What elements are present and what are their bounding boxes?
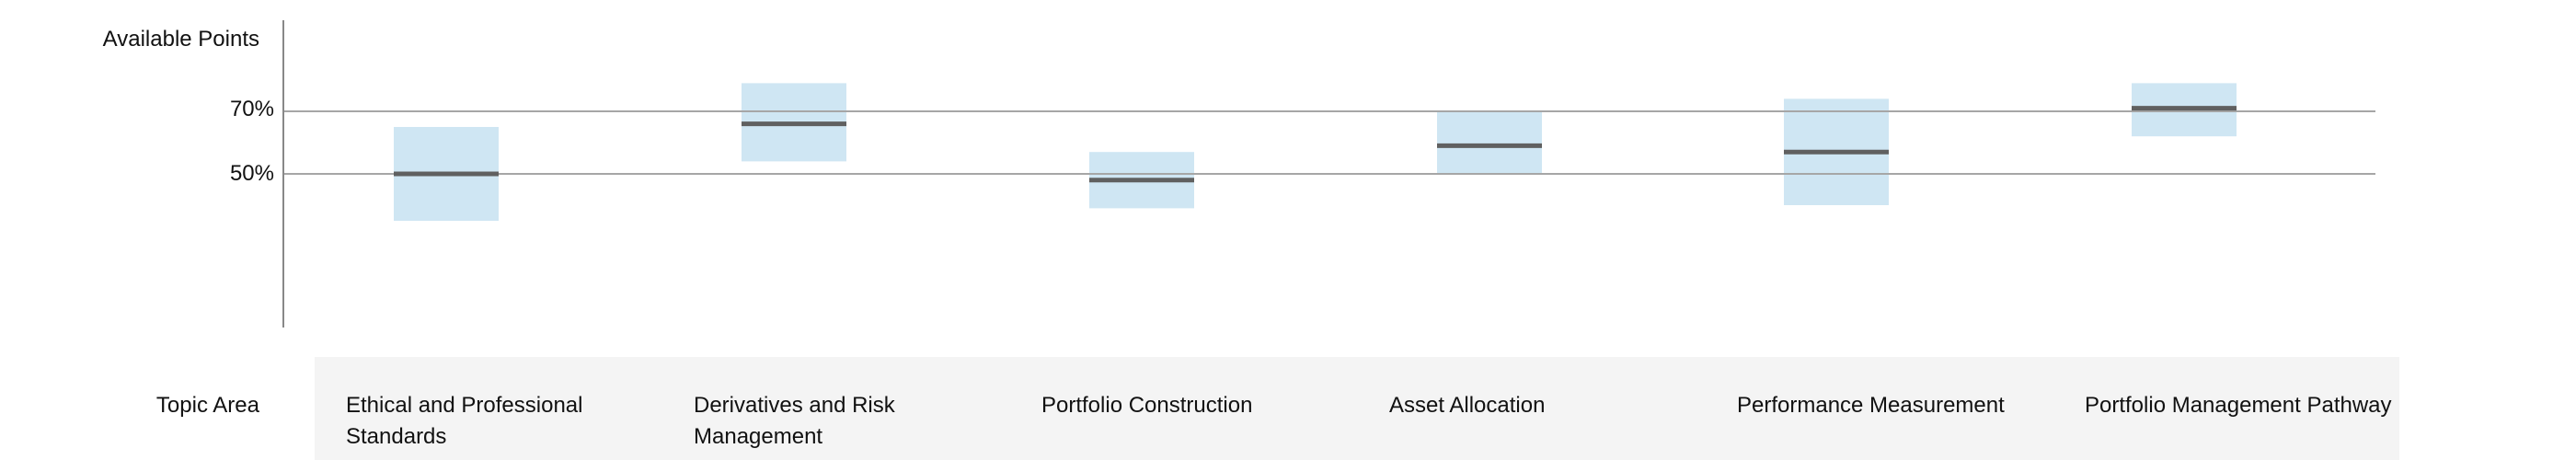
category-label-portfolio-construction: Portfolio Construction: [1041, 393, 1253, 418]
category-band: [315, 357, 2399, 460]
reference-lines-layer: [283, 110, 2375, 175]
y-tick-label-50: 50%: [229, 161, 274, 186]
x-axis-title: Topic Area: [155, 393, 259, 418]
category-label-ethical-standards: Ethical and Professional Standards: [346, 393, 583, 449]
category-label-asset-allocation: Asset Allocation: [1389, 393, 1546, 418]
y-axis-title: Available Points: [102, 27, 259, 52]
category-label-derivatives-risk: Derivatives and Risk Management: [694, 393, 895, 449]
category-label-pm-pathway: Portfolio Management Pathway: [2085, 393, 2392, 418]
category-label-performance-measurement: Performance Measurement: [1737, 393, 2005, 418]
median-lines-layer: [394, 106, 2237, 183]
boxes-layer: [394, 83, 2237, 221]
range-box-4: [1437, 111, 1542, 174]
y-tick-label-70: 70%: [229, 97, 274, 121]
